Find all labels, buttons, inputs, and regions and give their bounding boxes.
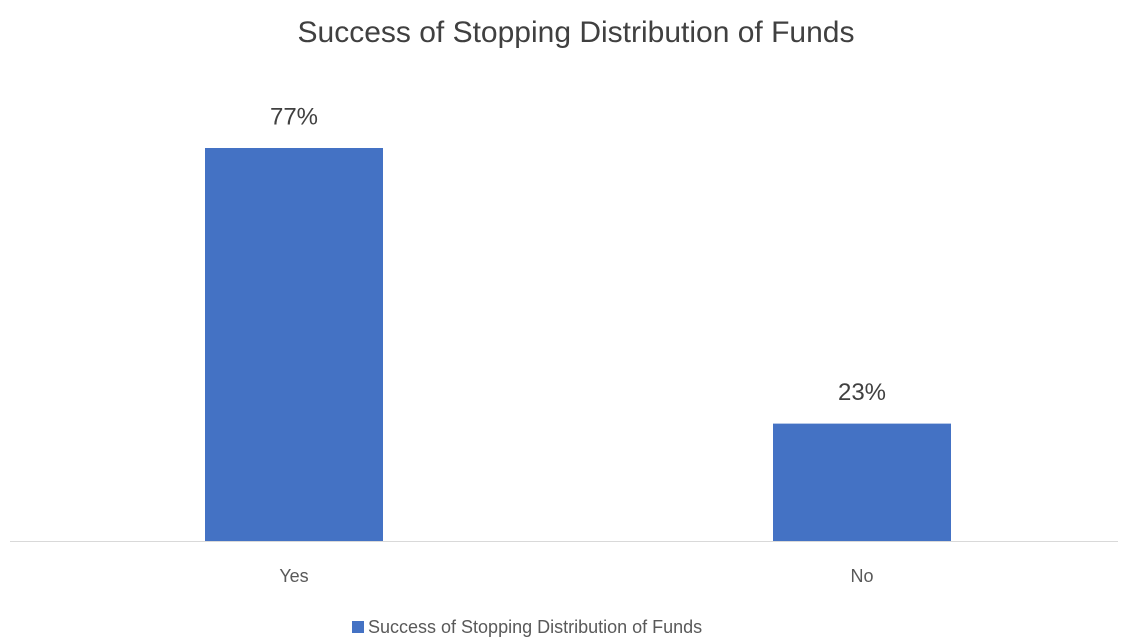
- legend-swatch: [352, 621, 364, 633]
- legend-label: Success of Stopping Distribution of Fund…: [368, 617, 702, 637]
- bar: [205, 148, 383, 541]
- x-tick-label: No: [850, 566, 873, 586]
- x-tick-label: Yes: [279, 566, 308, 586]
- chart-title: Success of Stopping Distribution of Fund…: [298, 16, 855, 49]
- data-label: 77%: [270, 103, 318, 130]
- bar: [773, 423, 951, 541]
- data-label: 23%: [838, 379, 886, 406]
